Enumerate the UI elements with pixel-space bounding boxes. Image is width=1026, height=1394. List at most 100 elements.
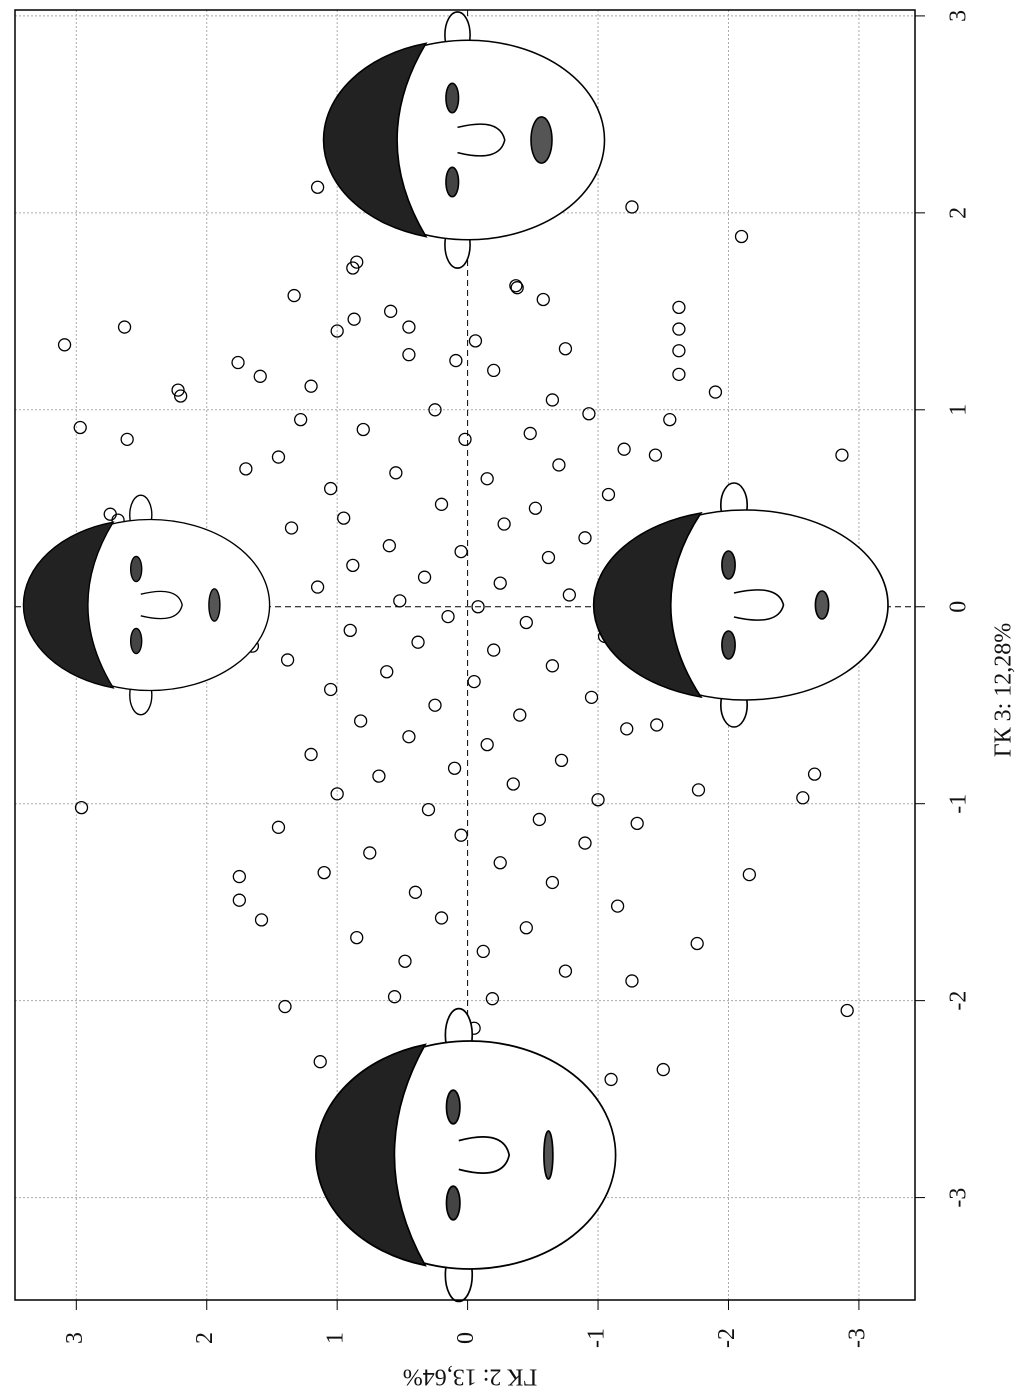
face xyxy=(22,494,271,716)
point xyxy=(74,800,89,815)
point xyxy=(231,355,245,370)
point xyxy=(411,635,425,649)
x-tick-label: 0 xyxy=(946,601,972,613)
point xyxy=(402,730,416,744)
point xyxy=(497,517,511,531)
point xyxy=(471,600,485,614)
x-tick-label: -3 xyxy=(946,1188,972,1208)
point xyxy=(254,913,269,927)
plot-frame xyxy=(14,9,916,1301)
point xyxy=(513,708,527,722)
point xyxy=(382,539,396,553)
point xyxy=(417,570,432,584)
eye xyxy=(129,555,143,583)
point xyxy=(545,659,560,673)
point xyxy=(330,324,344,338)
point xyxy=(487,643,501,657)
y-tick-label: -1 xyxy=(584,1328,610,1348)
point xyxy=(523,426,537,441)
point xyxy=(690,936,704,951)
eye xyxy=(445,1185,461,1221)
point xyxy=(389,466,403,480)
y-tick-label: 1 xyxy=(323,1332,349,1344)
point xyxy=(408,885,423,899)
point xyxy=(558,964,573,978)
mouth xyxy=(814,590,830,620)
point xyxy=(73,420,87,435)
point xyxy=(393,594,407,608)
point xyxy=(356,422,370,437)
eye xyxy=(721,630,736,660)
point xyxy=(625,974,639,988)
nose xyxy=(140,590,183,620)
point xyxy=(672,344,686,358)
point xyxy=(487,363,501,378)
point xyxy=(742,867,756,882)
point xyxy=(174,389,188,403)
point xyxy=(672,300,686,315)
point xyxy=(346,261,360,275)
point xyxy=(372,769,386,783)
point xyxy=(304,747,318,762)
face xyxy=(592,482,889,728)
point xyxy=(691,783,706,797)
point xyxy=(519,921,533,935)
point xyxy=(485,992,500,1006)
point xyxy=(253,369,267,383)
point xyxy=(672,322,686,336)
point xyxy=(324,481,338,496)
point xyxy=(835,448,849,462)
point xyxy=(480,472,494,486)
point xyxy=(428,403,442,417)
point xyxy=(310,580,325,594)
point xyxy=(120,432,134,446)
point xyxy=(558,342,573,356)
point xyxy=(454,828,468,842)
point xyxy=(330,787,344,801)
point xyxy=(840,1003,854,1018)
x-tick-label: -1 xyxy=(946,794,972,814)
point xyxy=(117,320,132,334)
point xyxy=(554,753,569,768)
x-tick-label: 2 xyxy=(946,207,972,219)
eye xyxy=(129,627,143,655)
hair xyxy=(592,511,703,699)
point xyxy=(421,802,436,817)
point xyxy=(271,450,286,464)
point xyxy=(663,412,677,427)
point xyxy=(384,304,398,318)
point xyxy=(582,407,596,421)
point xyxy=(807,767,822,781)
point xyxy=(304,379,318,393)
point xyxy=(734,229,749,244)
point xyxy=(278,999,292,1014)
point xyxy=(428,698,442,712)
y-tick-label: 0 xyxy=(453,1332,479,1344)
point xyxy=(536,292,550,307)
point xyxy=(545,393,560,407)
point xyxy=(506,777,520,791)
point xyxy=(578,531,592,545)
point xyxy=(280,653,295,667)
point xyxy=(434,497,449,511)
point xyxy=(271,820,286,834)
point xyxy=(337,511,351,525)
point xyxy=(313,1055,327,1069)
point xyxy=(519,615,533,630)
point xyxy=(562,588,576,602)
point xyxy=(528,501,543,515)
eye xyxy=(445,82,460,114)
point xyxy=(796,791,810,805)
point xyxy=(324,682,338,697)
point xyxy=(343,623,357,638)
point xyxy=(284,521,299,535)
point xyxy=(468,334,483,348)
point xyxy=(232,893,246,907)
point xyxy=(171,383,185,397)
point xyxy=(347,312,361,326)
point xyxy=(656,1062,670,1077)
point xyxy=(591,793,605,807)
x-tick-label: 3 xyxy=(946,10,972,22)
